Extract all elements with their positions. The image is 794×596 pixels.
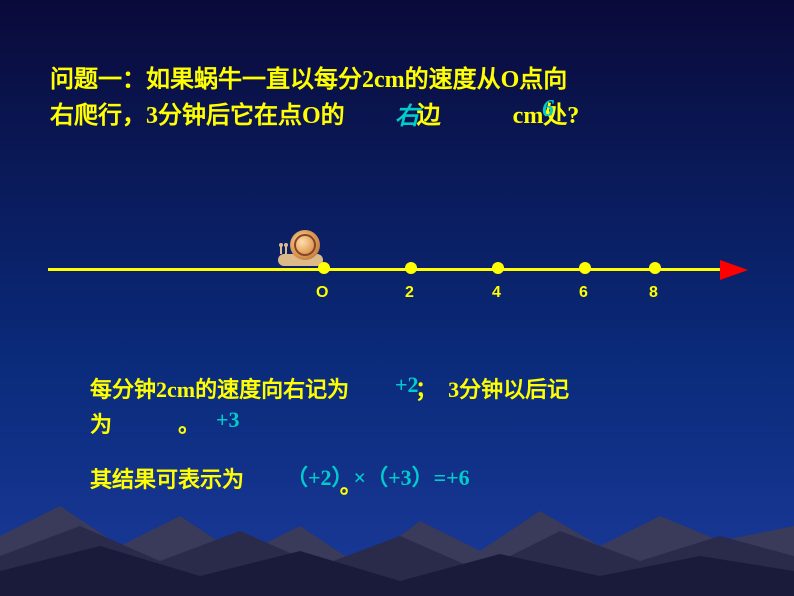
arrow-icon xyxy=(720,260,748,280)
mountain-decoration xyxy=(0,476,794,596)
tick-label: 6 xyxy=(579,284,588,302)
explanation-line1: 每分钟2cm的速度向右记为 ； 3分钟以后记 xyxy=(90,377,569,402)
explanation-line2: 为 。 xyxy=(90,412,200,437)
tick-mark xyxy=(405,262,417,274)
question-line2: 右爬行，3分钟后它在点O的 边 cm处? xyxy=(50,103,579,129)
tick-mark xyxy=(318,262,330,274)
tick-label: 4 xyxy=(492,284,501,302)
tick-mark xyxy=(579,262,591,274)
number-line: O 2 4 6 8 xyxy=(48,238,748,318)
time-value: +3 xyxy=(216,407,240,433)
slide-content: 问题一：如果蜗牛一直以每分2cm的速度从O点向 右爬行，3分钟后它在点O的 边 … xyxy=(0,0,794,596)
question-line1: 问题一：如果蜗牛一直以每分2cm的速度从O点向 xyxy=(50,67,567,93)
tick-label: 2 xyxy=(405,284,414,302)
speed-value: +2 xyxy=(395,372,419,398)
tick-mark xyxy=(492,262,504,274)
axis-line xyxy=(48,268,728,271)
tick-label: 8 xyxy=(649,284,658,302)
tick-mark xyxy=(649,262,661,274)
explanation-text: 每分钟2cm的速度向右记为 ； 3分钟以后记 为 。 xyxy=(90,372,569,442)
answer-distance: 6 xyxy=(542,96,554,123)
tick-label: O xyxy=(316,284,328,302)
answer-direction: 右 xyxy=(395,96,419,131)
